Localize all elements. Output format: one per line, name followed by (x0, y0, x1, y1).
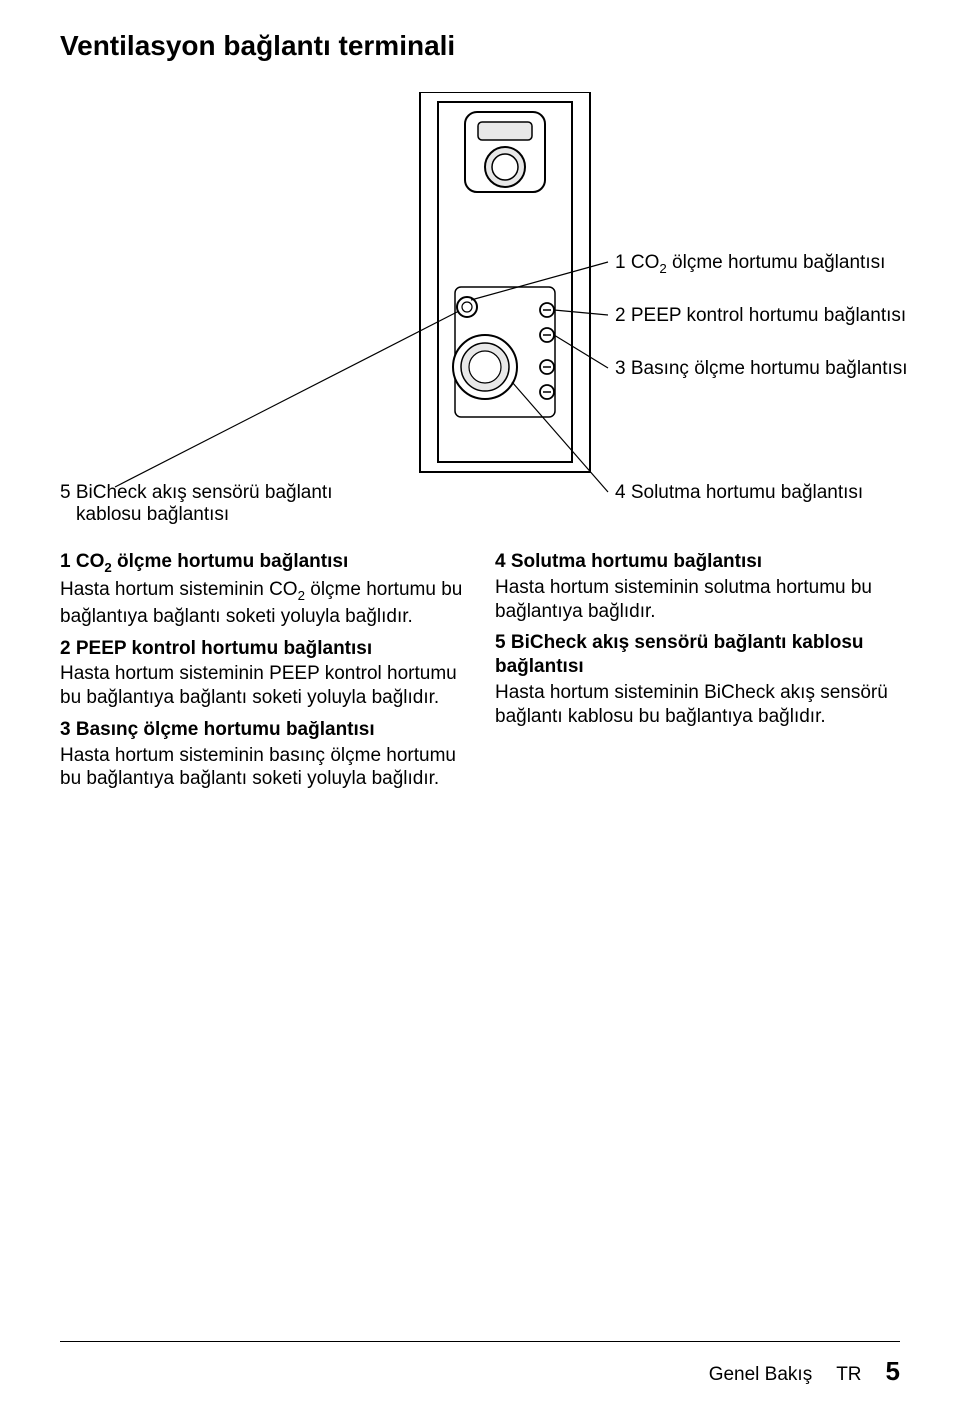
term-4: 4 Solutma hortumu bağlantısı (495, 550, 900, 574)
footer-section: Genel Bakış (709, 1364, 813, 1386)
page-footer: Genel Bakış TR 5 (60, 1341, 900, 1387)
callout-5-line2: kablosu bağlantısı (60, 504, 229, 525)
term-2: 2 PEEP kontrol hortumu bağlantısı (60, 637, 465, 661)
page-title: Ventilasyon bağlantı terminali (60, 30, 900, 62)
callout-4: 4 Solutma hortumu bağlantısı (615, 482, 863, 504)
desc-2: Hasta hortum sisteminin PEEP kontrol hor… (60, 662, 465, 710)
description-columns: 1 CO2 ölçme hortumu bağlantısı Hasta hor… (60, 542, 900, 791)
footer-lang: TR (836, 1364, 861, 1386)
callout-3: 3 Basınç ölçme hortumu bağlantısı (615, 358, 908, 380)
desc-3: Hasta hortum sisteminin basınç ölçme hor… (60, 744, 465, 792)
callout-5-line1: 5 BiCheck akış sensörü bağlantı (60, 482, 333, 503)
term-3: 3 Basınç ölçme hortumu bağlantısı (60, 718, 465, 742)
desc-5: Hasta hortum sisteminin BiCheck akış sen… (495, 681, 900, 729)
callout-5: 5 BiCheck akış sensörü bağlantı kablosu … (60, 482, 333, 526)
terminal-diagram: 1 CO2 ölçme hortumu bağlantısı 2 PEEP ko… (60, 92, 900, 532)
callout-1: 1 CO2 ölçme hortumu bağlantısı (615, 252, 885, 276)
desc-1: Hasta hortum sisteminin CO2 ölçme hortum… (60, 578, 465, 628)
footer-page-number: 5 (886, 1356, 900, 1387)
left-column: 1 CO2 ölçme hortumu bağlantısı Hasta hor… (60, 542, 465, 791)
term-1: 1 CO2 ölçme hortumu bağlantısı (60, 550, 465, 576)
desc-4: Hasta hortum sisteminin solutma hortumu … (495, 576, 900, 624)
callout-2: 2 PEEP kontrol hortumu bağlantısı (615, 305, 906, 327)
term-5: 5 BiCheck akış sensörü bağlantı kablosu … (495, 631, 900, 679)
right-column: 4 Solutma hortumu bağlantısı Hasta hortu… (495, 542, 900, 791)
